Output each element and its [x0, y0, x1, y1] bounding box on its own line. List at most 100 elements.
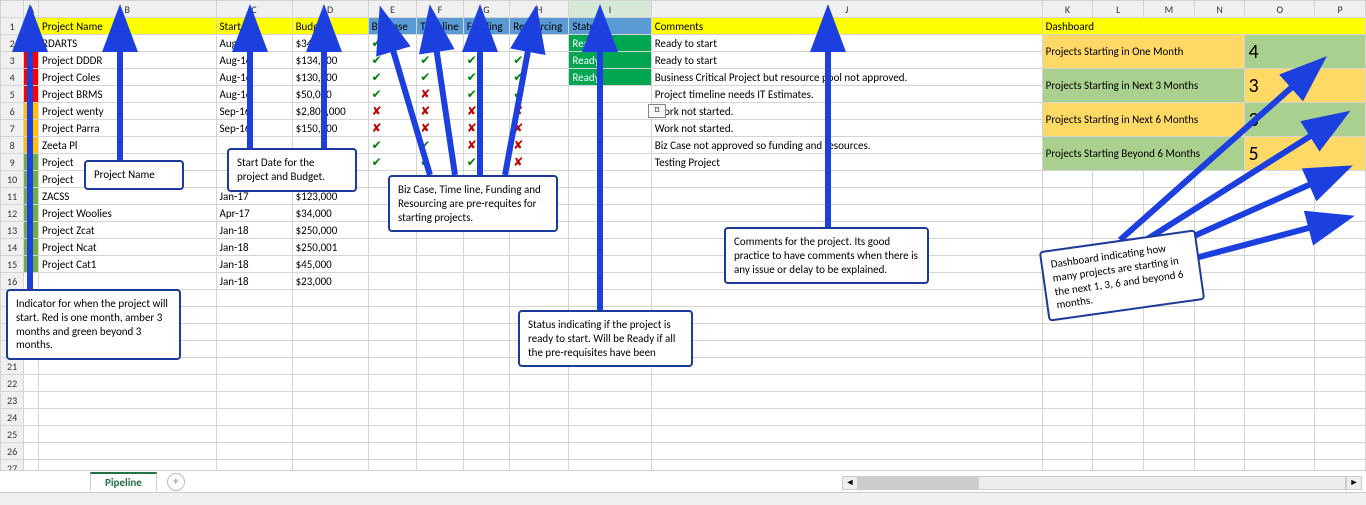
empty-cell[interactable]: [1315, 171, 1366, 188]
empty-cell[interactable]: [1315, 358, 1366, 375]
empty-cell[interactable]: [463, 324, 509, 341]
empty-cell[interactable]: [368, 341, 417, 358]
tl-cell[interactable]: [417, 273, 463, 290]
empty-cell[interactable]: [510, 460, 569, 471]
empty-cell[interactable]: [1042, 409, 1093, 426]
fu-cell[interactable]: [463, 256, 509, 273]
bc-cell[interactable]: [368, 239, 417, 256]
empty-cell[interactable]: [651, 392, 1042, 409]
indicator-cell[interactable]: [24, 222, 39, 239]
empty-cell[interactable]: [39, 375, 216, 392]
indicator-cell[interactable]: [24, 120, 39, 137]
start-cell[interactable]: Aug-16: [216, 52, 292, 69]
empty-cell[interactable]: [216, 324, 292, 341]
empty-cell[interactable]: [463, 375, 509, 392]
start-cell[interactable]: Jan-18: [216, 256, 292, 273]
empty-cell[interactable]: [1315, 188, 1366, 205]
empty-cell[interactable]: [1315, 307, 1366, 324]
empty-cell[interactable]: [569, 409, 651, 426]
empty-cell[interactable]: [1194, 205, 1245, 222]
empty-cell[interactable]: [1093, 392, 1144, 409]
tl-cell[interactable]: ✘: [417, 86, 463, 103]
row-header-8[interactable]: 8: [1, 137, 24, 154]
empty-cell[interactable]: [292, 358, 368, 375]
empty-cell[interactable]: [1042, 188, 1093, 205]
project-name-cell[interactable]: Project Cat1: [39, 256, 216, 273]
hdr-timeline[interactable]: Timeline: [417, 18, 463, 35]
empty-cell[interactable]: [1194, 256, 1245, 273]
tl-cell[interactable]: ✘: [417, 120, 463, 137]
empty-cell[interactable]: [1042, 460, 1093, 471]
comment-cell[interactable]: Ready to start: [651, 52, 1042, 69]
empty-cell[interactable]: [569, 443, 651, 460]
row-header-14[interactable]: 14: [1, 239, 24, 256]
hdr-indicator[interactable]: i: [24, 18, 39, 35]
empty-cell[interactable]: [1093, 222, 1144, 239]
empty-cell[interactable]: [292, 426, 368, 443]
empty-cell[interactable]: [216, 358, 292, 375]
empty-cell[interactable]: [292, 443, 368, 460]
empty-cell[interactable]: [1245, 256, 1315, 273]
empty-cell[interactable]: [1315, 256, 1366, 273]
add-sheet-button[interactable]: +: [167, 473, 185, 491]
empty-cell[interactable]: [1194, 443, 1245, 460]
empty-cell[interactable]: [216, 307, 292, 324]
empty-cell[interactable]: [1093, 409, 1144, 426]
status-cell[interactable]: [569, 239, 651, 256]
empty-cell[interactable]: [292, 392, 368, 409]
empty-cell[interactable]: [651, 290, 1042, 307]
status-cell[interactable]: Ready: [569, 35, 651, 52]
empty-cell[interactable]: [569, 392, 651, 409]
empty-cell[interactable]: [510, 409, 569, 426]
status-cell[interactable]: [569, 120, 651, 137]
empty-cell[interactable]: [1245, 290, 1315, 307]
empty-cell[interactable]: [1245, 273, 1315, 290]
bc-cell[interactable]: ✔: [368, 69, 417, 86]
re-cell[interactable]: ✘: [510, 137, 569, 154]
budget-cell[interactable]: $134,000: [292, 52, 368, 69]
empty-cell[interactable]: [1042, 341, 1093, 358]
empty-cell[interactable]: [463, 426, 509, 443]
empty-cell[interactable]: [1315, 273, 1366, 290]
empty-cell[interactable]: [292, 307, 368, 324]
budget-cell[interactable]: $250,000: [292, 222, 368, 239]
empty-cell[interactable]: [1042, 324, 1093, 341]
col-header-K[interactable]: K: [1042, 1, 1093, 18]
fu-cell[interactable]: [463, 239, 509, 256]
empty-cell[interactable]: [292, 341, 368, 358]
empty-cell[interactable]: [216, 290, 292, 307]
row-header-11[interactable]: 11: [1, 188, 24, 205]
project-name-cell[interactable]: Project Woolies: [39, 205, 216, 222]
start-cell[interactable]: Sep-16: [216, 103, 292, 120]
col-header-G[interactable]: G: [463, 1, 509, 18]
tl-cell[interactable]: ✔: [417, 154, 463, 171]
comment-cell[interactable]: [651, 188, 1042, 205]
empty-cell[interactable]: [417, 443, 463, 460]
fu-cell[interactable]: ✔: [463, 52, 509, 69]
empty-cell[interactable]: [1144, 341, 1195, 358]
empty-cell[interactable]: [1245, 375, 1315, 392]
budget-cell[interactable]: $150,000: [292, 120, 368, 137]
bc-cell[interactable]: [368, 273, 417, 290]
budget-cell[interactable]: $45,000: [292, 256, 368, 273]
budget-cell[interactable]: $23,000: [292, 273, 368, 290]
col-header-N[interactable]: N: [1194, 1, 1245, 18]
re-cell[interactable]: ✘: [510, 154, 569, 171]
empty-cell[interactable]: [510, 426, 569, 443]
status-cell[interactable]: [569, 273, 651, 290]
row-header-23[interactable]: 23: [1, 392, 24, 409]
empty-cell[interactable]: [1315, 375, 1366, 392]
start-cell[interactable]: Aug-16: [216, 86, 292, 103]
budget-cell[interactable]: $250,001: [292, 239, 368, 256]
empty-cell[interactable]: [1042, 392, 1093, 409]
scroll-right-button[interactable]: ►: [1346, 476, 1362, 490]
bc-cell[interactable]: ✔: [368, 52, 417, 69]
tl-cell[interactable]: ✔: [417, 52, 463, 69]
project-name-cell[interactable]: Project Parra: [39, 120, 216, 137]
project-name-cell[interactable]: Project Ncat: [39, 239, 216, 256]
empty-cell[interactable]: [463, 341, 509, 358]
hdr-bizcase[interactable]: Biz Case: [368, 18, 417, 35]
col-header-F[interactable]: F: [417, 1, 463, 18]
comment-cell[interactable]: Work not started.: [651, 120, 1042, 137]
bc-cell[interactable]: ✔: [368, 35, 417, 52]
